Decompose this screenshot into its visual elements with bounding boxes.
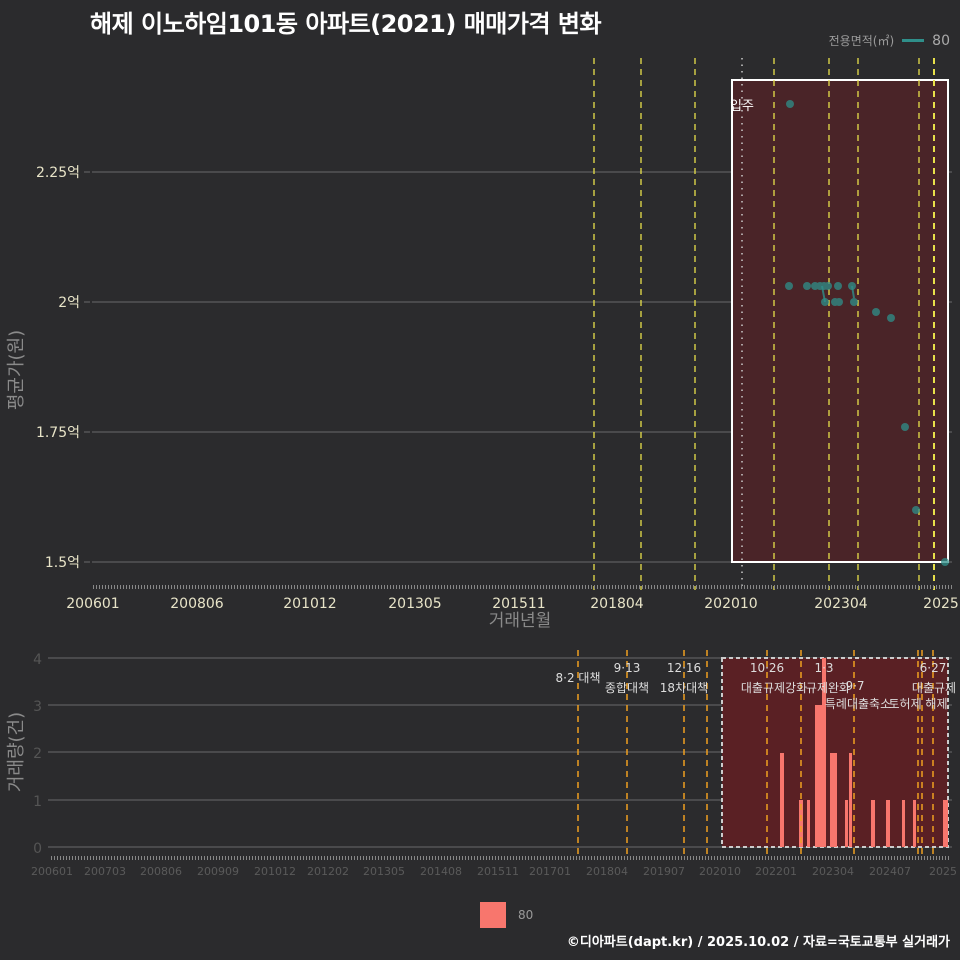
svg-text:1.5억: 1.5억 xyxy=(45,555,80,571)
svg-text:2025: 2025 xyxy=(923,596,959,612)
svg-text:9·7: 9·7 xyxy=(845,679,864,693)
price-scatter-chart: 입주 2.25억 2억 1.75억 1.5억 평균가(원) 200601 xyxy=(6,58,959,631)
x-axis-title: 거래년월 xyxy=(489,611,552,631)
svg-text:1·3: 1·3 xyxy=(814,661,833,675)
svg-text:201305: 201305 xyxy=(363,865,405,878)
occupancy-label: 입주 xyxy=(730,99,754,114)
svg-text:202304: 202304 xyxy=(814,596,868,612)
svg-text:2.25억: 2.25억 xyxy=(36,165,80,181)
chart-title: 해제 이노하임101동 아파트(2021) 매매가격 변화 xyxy=(90,10,602,38)
y-axis-labels: 2.25억 2억 1.75억 1.5억 xyxy=(36,165,80,571)
policy-lines xyxy=(593,58,935,590)
legend-top: 전용면적(㎡) 80 xyxy=(829,32,950,49)
svg-text:6·27: 6·27 xyxy=(920,661,947,675)
svg-text:201202: 201202 xyxy=(307,865,349,878)
svg-text:2: 2 xyxy=(33,746,42,762)
source-credit: ©디아파트(dapt.kr) / 2025.10.02 / 자료=국토교통부 실… xyxy=(566,935,950,950)
svg-text:200806: 200806 xyxy=(140,865,182,878)
legend-title: 전용면적(㎡) xyxy=(828,34,895,48)
svg-text:200601: 200601 xyxy=(31,865,73,878)
svg-text:200909: 200909 xyxy=(197,865,239,878)
x-axis-labels: 200601 200703 200806 200909 201012 20120… xyxy=(31,865,957,878)
svg-text:4: 4 xyxy=(33,652,42,668)
svg-text:201305: 201305 xyxy=(388,596,441,612)
svg-text:201012: 201012 xyxy=(254,865,296,878)
svg-text:201804: 201804 xyxy=(586,865,628,878)
volume-bars xyxy=(780,658,948,847)
svg-text:18차대책: 18차대책 xyxy=(660,680,708,695)
svg-text:특례대출축소: 특례대출축소 xyxy=(825,697,891,711)
svg-text:202010: 202010 xyxy=(704,596,757,612)
svg-text:1.75억: 1.75억 xyxy=(36,425,80,441)
svg-text:대출규제: 대출규제 xyxy=(912,681,956,695)
legend-bottom-value: 80 xyxy=(518,908,534,922)
y-axis-title: 평균가(원) xyxy=(6,330,27,410)
svg-text:1: 1 xyxy=(33,794,42,810)
svg-text:9·13: 9·13 xyxy=(614,661,641,675)
legend-bottom: 80 xyxy=(480,902,533,928)
svg-text:10·26: 10·26 xyxy=(750,661,784,675)
volume-bar-chart: 8·2 대책 9·13 종합대책 12·16 18차대책 10·26 대출규제강… xyxy=(6,650,957,878)
svg-text:201907: 201907 xyxy=(643,865,685,878)
svg-text:201701: 201701 xyxy=(529,865,571,878)
svg-text:201511: 201511 xyxy=(477,865,519,878)
svg-text:202407: 202407 xyxy=(869,865,911,878)
data-points xyxy=(785,100,949,566)
svg-text:201408: 201408 xyxy=(420,865,462,878)
svg-text:200703: 200703 xyxy=(84,865,126,878)
legend-line-swatch xyxy=(902,39,925,42)
y-axis-title: 거래량(건) xyxy=(6,712,27,792)
svg-text:201511: 201511 xyxy=(492,596,545,612)
svg-text:12·16: 12·16 xyxy=(667,661,701,675)
legend-bar-swatch xyxy=(480,902,506,928)
svg-text:200601: 200601 xyxy=(66,596,119,612)
svg-text:2025: 2025 xyxy=(929,865,957,878)
svg-text:토허제 해제: 토허제 해제 xyxy=(888,697,947,711)
svg-text:200806: 200806 xyxy=(170,596,224,612)
svg-text:3: 3 xyxy=(33,699,42,715)
policy-annotations: 8·2 대책 9·13 종합대책 12·16 18차대책 10·26 대출규제강… xyxy=(556,661,957,711)
svg-text:202304: 202304 xyxy=(812,865,854,878)
svg-text:2억: 2억 xyxy=(58,295,80,311)
svg-text:201804: 201804 xyxy=(590,596,644,612)
svg-text:규제완화: 규제완화 xyxy=(806,681,850,695)
y-axis-labels: 4 3 2 1 0 xyxy=(33,652,42,857)
svg-text:202201: 202201 xyxy=(755,865,797,878)
occupancy-highlight-region xyxy=(731,79,949,563)
svg-text:201012: 201012 xyxy=(283,596,336,612)
svg-text:종합대책: 종합대책 xyxy=(605,680,649,695)
svg-text:대출규제강화: 대출규제강화 xyxy=(741,681,807,695)
legend-value: 80 xyxy=(932,32,950,49)
svg-text:0: 0 xyxy=(33,841,42,857)
x-axis-labels: 200601 200806 201012 201305 201511 20180… xyxy=(66,596,959,612)
svg-text:202010: 202010 xyxy=(699,865,741,878)
svg-text:8·2 대책: 8·2 대책 xyxy=(556,670,601,685)
